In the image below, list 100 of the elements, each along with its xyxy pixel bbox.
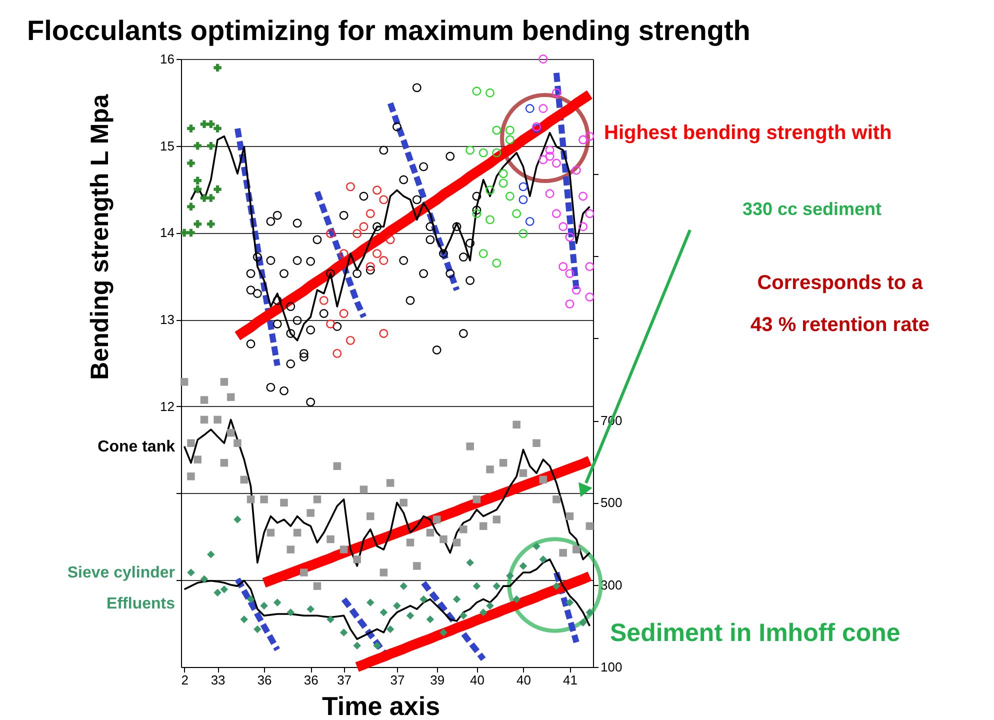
point bbox=[332, 322, 342, 331]
point bbox=[446, 269, 455, 278]
point bbox=[292, 218, 302, 228]
y-tick-label: 14 bbox=[160, 225, 174, 240]
point bbox=[572, 546, 580, 554]
point bbox=[426, 528, 434, 537]
point bbox=[486, 215, 494, 224]
point bbox=[220, 378, 228, 386]
point bbox=[586, 522, 594, 530]
point bbox=[578, 222, 588, 232]
y-tick-label: 13 bbox=[160, 312, 174, 328]
point bbox=[293, 528, 302, 537]
point bbox=[220, 458, 228, 467]
y-axis-title: Bending strength L Mpa bbox=[86, 93, 114, 380]
point bbox=[339, 309, 348, 318]
point bbox=[566, 598, 574, 606]
point bbox=[366, 512, 374, 520]
point bbox=[498, 169, 508, 178]
point bbox=[406, 296, 415, 305]
point bbox=[518, 195, 528, 204]
point bbox=[566, 512, 574, 520]
point bbox=[525, 216, 534, 226]
x-tick-label: 37 bbox=[337, 672, 352, 688]
point bbox=[366, 598, 374, 606]
point bbox=[472, 582, 481, 590]
point bbox=[207, 220, 215, 228]
x-tick-label: 37 bbox=[390, 672, 405, 688]
point bbox=[572, 166, 581, 175]
point bbox=[512, 595, 520, 604]
series-label: Cone tank bbox=[98, 438, 176, 456]
point bbox=[246, 339, 256, 348]
point bbox=[406, 538, 414, 546]
point bbox=[346, 182, 355, 192]
point bbox=[260, 602, 268, 610]
point bbox=[518, 182, 528, 192]
point bbox=[552, 209, 561, 218]
point bbox=[339, 249, 348, 258]
point bbox=[386, 479, 394, 487]
point bbox=[299, 352, 308, 362]
point bbox=[194, 220, 202, 228]
point bbox=[505, 126, 514, 135]
point bbox=[399, 256, 408, 265]
point bbox=[472, 209, 482, 218]
point bbox=[313, 582, 322, 590]
point bbox=[266, 216, 276, 226]
point bbox=[386, 625, 394, 634]
point bbox=[234, 439, 242, 447]
point bbox=[207, 142, 215, 150]
point bbox=[214, 185, 222, 194]
point bbox=[372, 186, 382, 195]
point bbox=[492, 516, 501, 524]
point bbox=[366, 262, 375, 272]
point bbox=[479, 608, 488, 616]
point bbox=[286, 608, 295, 616]
point bbox=[492, 148, 502, 158]
chart-title: Flocculants optimizing for maximum bending strength bbox=[27, 15, 750, 46]
point bbox=[240, 615, 248, 624]
point bbox=[466, 238, 475, 248]
point bbox=[246, 496, 255, 504]
point bbox=[240, 476, 248, 484]
point bbox=[558, 262, 568, 272]
point bbox=[379, 256, 388, 265]
point bbox=[412, 83, 422, 92]
point bbox=[393, 602, 401, 610]
point bbox=[512, 209, 522, 218]
point bbox=[333, 462, 342, 470]
point bbox=[252, 289, 262, 298]
point bbox=[472, 86, 482, 96]
point bbox=[180, 228, 188, 237]
x-tick-label: 41 bbox=[563, 672, 578, 688]
point bbox=[458, 329, 468, 338]
point bbox=[326, 229, 335, 238]
point bbox=[280, 269, 288, 278]
point bbox=[207, 120, 215, 128]
point bbox=[306, 398, 316, 407]
point bbox=[380, 608, 388, 616]
point bbox=[552, 88, 561, 98]
point bbox=[280, 498, 288, 507]
point bbox=[226, 428, 235, 437]
point bbox=[392, 122, 402, 132]
point bbox=[353, 642, 361, 650]
point bbox=[346, 336, 355, 345]
point bbox=[466, 558, 474, 567]
point bbox=[439, 249, 448, 258]
point bbox=[452, 538, 461, 546]
point bbox=[313, 496, 322, 504]
point bbox=[585, 132, 594, 141]
point bbox=[466, 442, 474, 450]
point bbox=[286, 329, 296, 338]
point bbox=[492, 258, 502, 268]
text: 330 cc sediment bbox=[742, 199, 882, 219]
x-tick-label: 2 bbox=[181, 672, 188, 688]
point bbox=[292, 256, 302, 265]
point bbox=[266, 382, 276, 392]
point bbox=[280, 386, 288, 396]
y-tick-label: 15 bbox=[160, 138, 174, 154]
point bbox=[207, 194, 215, 202]
point bbox=[558, 222, 568, 232]
point bbox=[572, 286, 581, 295]
point bbox=[506, 572, 514, 580]
